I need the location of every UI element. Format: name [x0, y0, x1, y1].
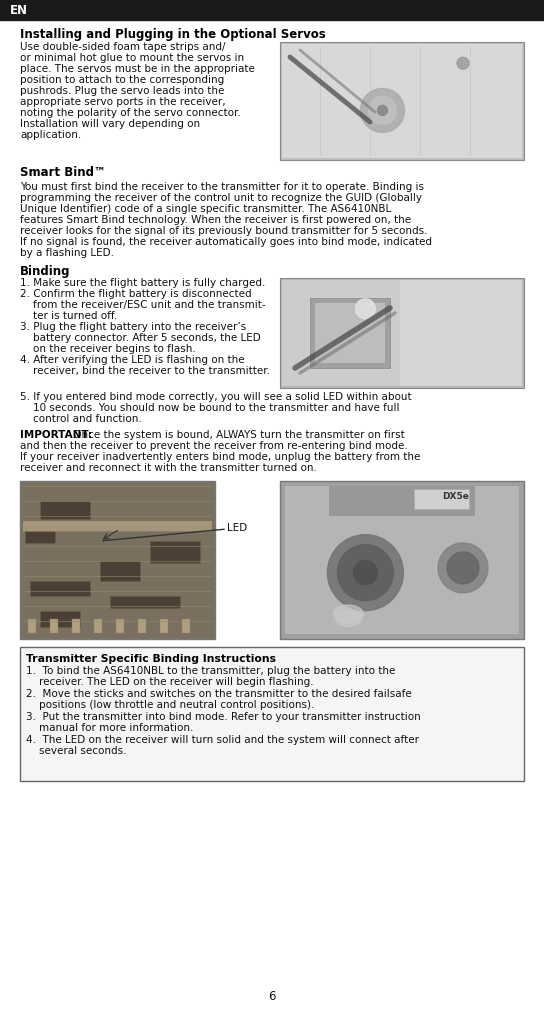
- Bar: [282, 280, 522, 386]
- Bar: [110, 596, 180, 608]
- Text: by a flashing LED.: by a flashing LED.: [20, 248, 114, 258]
- Bar: [25, 531, 55, 543]
- Text: Unique Identifier) code of a single specific transmitter. The AS6410NBL: Unique Identifier) code of a single spec…: [20, 204, 391, 214]
- Text: IMPORTANT:: IMPORTANT:: [20, 430, 92, 440]
- Circle shape: [378, 105, 387, 115]
- Bar: [20, 481, 215, 639]
- Text: ter is turned off.: ter is turned off.: [20, 311, 118, 321]
- Text: position to attach to the corresponding: position to attach to the corresponding: [20, 75, 224, 85]
- Text: positions (low throttle and neutral control positions).: positions (low throttle and neutral cont…: [26, 700, 314, 710]
- Text: features Smart Bind technology. When the receiver is first powered on, the: features Smart Bind technology. When the…: [20, 215, 411, 225]
- Ellipse shape: [336, 612, 361, 626]
- Bar: [40, 611, 80, 627]
- Text: from the receiver/ESC unit and the transmit-: from the receiver/ESC unit and the trans…: [20, 300, 265, 310]
- Text: 3. Plug the flight battery into the receiver’s: 3. Plug the flight battery into the rece…: [20, 322, 246, 332]
- Bar: [40, 501, 90, 519]
- Text: EN: EN: [10, 3, 28, 16]
- Bar: [138, 619, 146, 633]
- Bar: [23, 521, 212, 531]
- Bar: [150, 541, 200, 563]
- Bar: [400, 280, 522, 386]
- Circle shape: [368, 96, 397, 125]
- Bar: [285, 486, 519, 634]
- Circle shape: [438, 543, 488, 593]
- Text: 1.  To bind the AS6410NBL to the transmitter, plug the battery into the: 1. To bind the AS6410NBL to the transmit…: [26, 666, 395, 676]
- Text: If no signal is found, the receiver automatically goes into bind mode, indicated: If no signal is found, the receiver auto…: [20, 237, 432, 247]
- Text: 2. Confirm the flight battery is disconnected: 2. Confirm the flight battery is disconn…: [20, 289, 252, 299]
- Text: on the receiver begins to flash.: on the receiver begins to flash.: [20, 344, 196, 354]
- Text: 4. After verifying the LED is flashing on the: 4. After verifying the LED is flashing o…: [20, 355, 245, 365]
- Text: 2.  Move the sticks and switches on the transmitter to the desired failsafe: 2. Move the sticks and switches on the t…: [26, 689, 412, 699]
- Text: noting the polarity of the servo connector.: noting the polarity of the servo connect…: [20, 108, 241, 118]
- Text: battery connector. After 5 seconds, the LED: battery connector. After 5 seconds, the …: [20, 333, 261, 343]
- Text: LED: LED: [227, 523, 248, 533]
- Bar: [280, 278, 524, 388]
- Text: DX5e: DX5e: [442, 491, 469, 500]
- Text: Once the system is bound, ALWAYS turn the transmitter on first: Once the system is bound, ALWAYS turn th…: [71, 430, 405, 440]
- Text: Transmitter Specific Binding Instructions: Transmitter Specific Binding Instruction…: [26, 654, 276, 664]
- Text: 1. Make sure the flight battery is fully charged.: 1. Make sure the flight battery is fully…: [20, 278, 265, 288]
- Text: If your receiver inadvertently enters bind mode, unplug the battery from the: If your receiver inadvertently enters bi…: [20, 452, 421, 462]
- Text: several seconds.: several seconds.: [26, 746, 127, 756]
- Circle shape: [354, 560, 378, 585]
- Text: 6: 6: [268, 990, 276, 1003]
- Bar: [160, 619, 168, 633]
- Text: Use double-sided foam tape strips and/: Use double-sided foam tape strips and/: [20, 42, 226, 52]
- Circle shape: [327, 535, 404, 611]
- Bar: [310, 298, 390, 368]
- Circle shape: [337, 545, 393, 601]
- Circle shape: [457, 58, 469, 69]
- Bar: [280, 42, 524, 160]
- Text: receiver. The LED on the receiver will begin flashing.: receiver. The LED on the receiver will b…: [26, 677, 314, 687]
- Bar: [72, 619, 80, 633]
- Ellipse shape: [333, 605, 363, 623]
- Text: Installing and Plugging in the Optional Servos: Installing and Plugging in the Optional …: [20, 28, 326, 41]
- Bar: [182, 619, 190, 633]
- Bar: [30, 581, 90, 596]
- Bar: [280, 481, 524, 639]
- Text: application.: application.: [20, 130, 81, 140]
- Text: receiver and reconnect it with the transmitter turned on.: receiver and reconnect it with the trans…: [20, 463, 317, 473]
- Text: 3.  Put the transmitter into bind mode. Refer to your transmitter instruction: 3. Put the transmitter into bind mode. R…: [26, 712, 421, 722]
- Text: and then the receiver to prevent the receiver from re-entering bind mode.: and then the receiver to prevent the rec…: [20, 441, 408, 451]
- Text: Smart Bind™: Smart Bind™: [20, 166, 106, 179]
- Bar: [100, 561, 140, 581]
- Bar: [94, 619, 102, 633]
- Bar: [329, 486, 475, 516]
- Text: pushrods. Plug the servo leads into the: pushrods. Plug the servo leads into the: [20, 86, 224, 96]
- Text: appropriate servo ports in the receiver,: appropriate servo ports in the receiver,: [20, 97, 226, 107]
- Text: receiver, bind the receiver to the transmitter.: receiver, bind the receiver to the trans…: [20, 366, 270, 376]
- Text: 4.  The LED on the receiver will turn solid and the system will connect after: 4. The LED on the receiver will turn sol…: [26, 735, 419, 745]
- Text: programming the receiver of the control unit to recognize the GUID (Globally: programming the receiver of the control …: [20, 193, 422, 203]
- Text: You must first bind the receiver to the transmitter for it to operate. Binding i: You must first bind the receiver to the …: [20, 182, 424, 192]
- Text: or minimal hot glue to mount the servos in: or minimal hot glue to mount the servos …: [20, 53, 244, 63]
- Bar: [282, 44, 522, 158]
- Bar: [116, 619, 124, 633]
- Bar: [315, 303, 385, 363]
- Bar: [28, 619, 36, 633]
- Text: control and function.: control and function.: [20, 414, 142, 424]
- Text: Installation will vary depending on: Installation will vary depending on: [20, 119, 200, 129]
- Text: receiver looks for the signal of its previously bound transmitter for 5 seconds.: receiver looks for the signal of its pre…: [20, 226, 428, 236]
- Text: manual for more information.: manual for more information.: [26, 723, 193, 733]
- Bar: [20, 647, 524, 781]
- Text: 10 seconds. You should now be bound to the transmitter and have full: 10 seconds. You should now be bound to t…: [20, 403, 399, 413]
- Text: place. The servos must be in the appropriate: place. The servos must be in the appropr…: [20, 64, 255, 74]
- Circle shape: [447, 552, 479, 583]
- Text: Binding: Binding: [20, 265, 71, 278]
- Bar: [0, 0, 544, 20]
- Circle shape: [355, 299, 375, 319]
- Bar: [414, 489, 469, 509]
- Text: 5. If you entered bind mode correctly, you will see a solid LED within about: 5. If you entered bind mode correctly, y…: [20, 392, 412, 402]
- Bar: [50, 619, 58, 633]
- Circle shape: [361, 88, 405, 133]
